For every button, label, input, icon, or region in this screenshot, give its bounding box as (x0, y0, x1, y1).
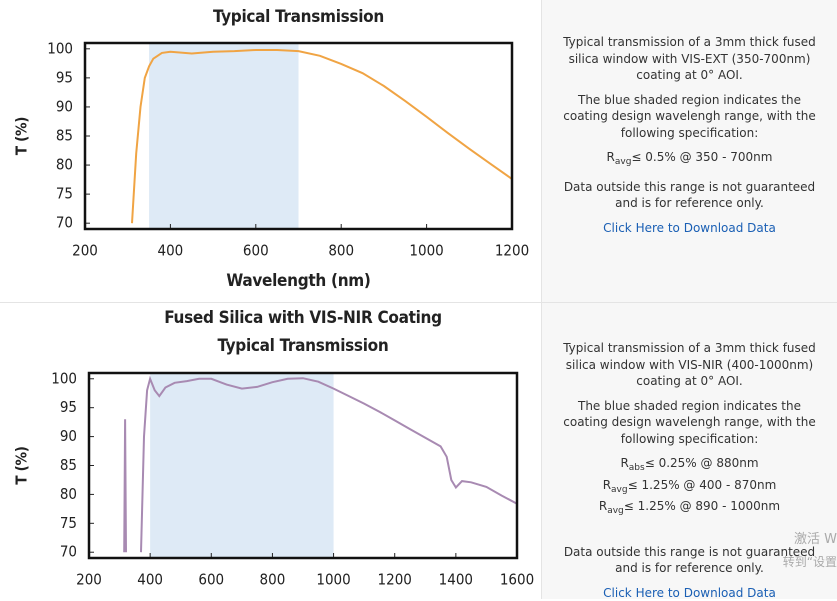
y-axis-label: T (%) (13, 117, 31, 155)
x-tick-label: 600 (198, 571, 224, 589)
spec-symbol: R (620, 456, 628, 470)
y-tick-label: 90 (56, 97, 73, 115)
spec: Ravg≤ 0.5% @ 350 - 700nm (556, 149, 823, 171)
y-axis-label: T (%) (13, 446, 31, 484)
spec-sub: abs (629, 463, 645, 473)
x-tick-label: 1000 (316, 571, 350, 589)
x-tick-label: 600 (243, 242, 269, 260)
shaded-region (149, 43, 298, 229)
y-tick-label: 80 (56, 156, 73, 174)
note: The blue shaded region indicates the coa… (556, 398, 823, 448)
download-link[interactable]: Click Here to Download Data (556, 220, 823, 237)
description: Typical transmission of a 3mm thick fuse… (556, 340, 823, 390)
y-tick-label: 80 (60, 485, 77, 503)
spec-text: ≤ 1.25% @ 400 - 870nm (628, 478, 777, 492)
spec-sub: avg (607, 506, 624, 516)
y-tick-label: 85 (60, 456, 77, 474)
x-tick-label: 800 (260, 571, 286, 589)
y-tick-label: 90 (60, 427, 77, 445)
chart-title: Typical Transmission (213, 7, 384, 27)
spec: Rabs≤ 0.25% @ 880nm (556, 455, 823, 477)
x-tick-label: 1000 (409, 242, 443, 260)
x-tick-label: 1200 (378, 571, 412, 589)
y-tick-label: 75 (60, 514, 77, 532)
y-tick-label: 95 (60, 398, 77, 416)
chart: Fused Silica with VIS-NIR Coating Typical… (0, 302, 541, 599)
y-tick-label: 95 (56, 68, 73, 86)
spec-symbol: R (603, 478, 611, 492)
y-tick-label: 70 (56, 214, 73, 232)
y-tick-label: 70 (60, 543, 77, 561)
x-tick-label: 200 (72, 242, 98, 260)
x-tick-label: 400 (137, 571, 163, 589)
x-tick-label: 1200 (495, 242, 529, 260)
chart: Typical Transmission Wavelength (nm) T (%)… (0, 0, 541, 302)
spec-symbol: R (607, 150, 615, 164)
note: The blue shaded region indicates the coa… (556, 92, 823, 142)
divider (0, 302, 837, 303)
watermark: 激活 W (794, 528, 837, 547)
disclaimer: Data outside this range is not guarantee… (556, 179, 823, 212)
spec-text: ≤ 1.25% @ 890 - 1000nm (624, 499, 780, 513)
shaded-region (150, 373, 333, 558)
spec: Ravg≤ 1.25% @ 400 - 870nm (556, 477, 823, 499)
x-tick-label: 200 (76, 571, 102, 589)
description: Typical transmission of a 3mm thick fuse… (556, 34, 823, 84)
x-tick-label: 800 (328, 242, 354, 260)
spec-text: ≤ 0.5% @ 350 - 700nm (631, 150, 772, 164)
chart-subtitle: Typical Transmission (218, 336, 389, 356)
x-tick-label: 1400 (439, 571, 473, 589)
info-panel: Typical transmission of a 3mm thick fuse… (541, 0, 837, 302)
spec: Ravg≤ 1.25% @ 890 - 1000nm (556, 498, 823, 520)
x-tick-label: 400 (158, 242, 184, 260)
y-tick-label: 100 (47, 39, 73, 57)
x-tick-label: 1600 (500, 571, 534, 589)
spec-sub: avg (611, 485, 628, 495)
y-tick-label: 75 (56, 185, 73, 203)
watermark: 转到“设置 (783, 553, 837, 570)
specs: Ravg≤ 0.5% @ 350 - 700nm (556, 149, 823, 171)
chart-title: Fused Silica with VIS-NIR Coating (164, 308, 442, 328)
spec-symbol: R (599, 499, 607, 513)
spec-sub: avg (615, 157, 632, 167)
y-tick-label: 85 (56, 127, 73, 145)
x-axis-label: Wavelength (nm) (226, 271, 370, 291)
spec-text: ≤ 0.25% @ 880nm (645, 456, 759, 470)
y-tick-label: 100 (51, 369, 77, 387)
